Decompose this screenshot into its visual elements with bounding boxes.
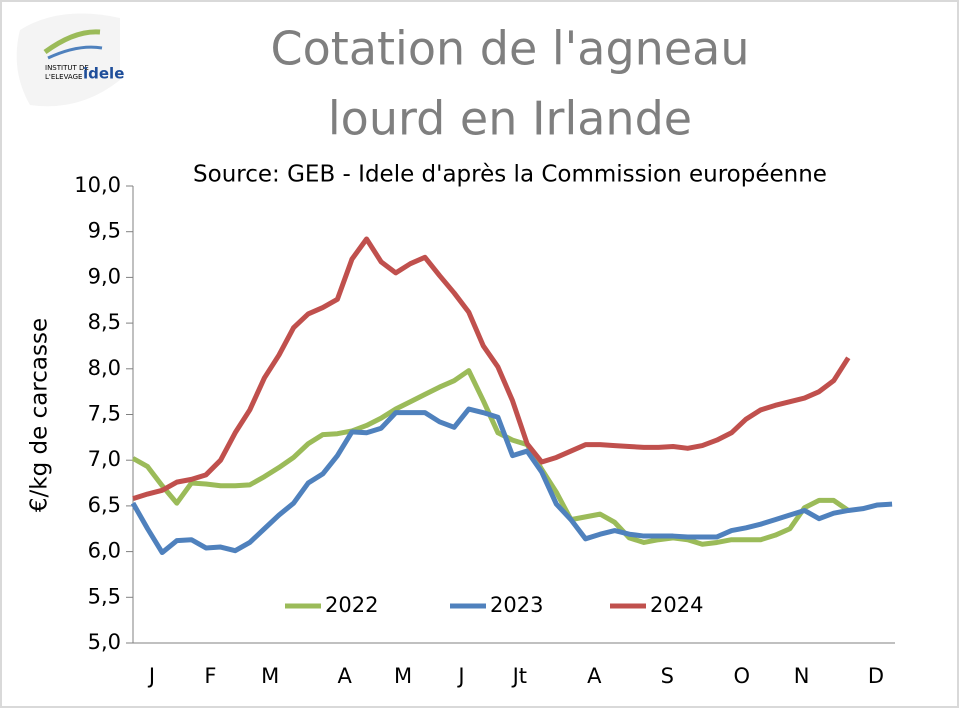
logo-swoosh <box>43 29 101 55</box>
x-tick-label: D <box>868 664 884 688</box>
y-tick-label: 9,5 <box>88 219 121 243</box>
legend-label: 2022 <box>325 593 378 617</box>
logo-text: L'ELEVAGE <box>45 73 82 81</box>
logo: INSTITUT DE L'ELEVAGE idele <box>16 13 124 107</box>
series-line <box>130 406 893 556</box>
chart-subtitle: Source: GEB - Idele d'après la Commissio… <box>193 162 827 188</box>
series-line <box>132 236 851 501</box>
y-tick-label: 7,0 <box>88 447 121 471</box>
x-tick-label: J <box>456 664 464 688</box>
y-axis-label: €/kg de carcasse <box>27 318 53 512</box>
y-tick-label: 6,5 <box>88 493 121 517</box>
y-tick-label: 8,0 <box>88 356 121 380</box>
x-tick-label: A <box>337 664 352 688</box>
y-tick-label: 8,5 <box>88 310 121 334</box>
x-tick-label: J <box>147 664 155 688</box>
y-tick-label: 5,0 <box>88 630 121 654</box>
y-tick-label: 10,0 <box>74 173 121 197</box>
chart-title: lourd en Irlande <box>328 92 692 146</box>
legend-label: 2023 <box>490 593 543 617</box>
x-tick-label: F <box>204 664 216 688</box>
x-tick-label: M <box>261 664 279 688</box>
x-tick-label: O <box>733 664 750 688</box>
x-tick-label: Jt <box>511 664 527 688</box>
x-tick-label: A <box>587 664 602 688</box>
y-tick-label: 7,5 <box>88 402 121 426</box>
logo-swoosh <box>47 45 103 60</box>
chart-title: Cotation de l'agneau <box>271 22 750 76</box>
y-tick-label: 6,0 <box>88 539 121 563</box>
legend-label: 2024 <box>650 593 703 617</box>
x-tick-label: M <box>394 664 412 688</box>
y-tick-label: 5,5 <box>88 584 121 608</box>
x-tick-label: N <box>794 664 810 688</box>
logo-brand: idele <box>83 65 124 83</box>
y-tick-label: 9,0 <box>88 264 121 288</box>
logo-bg <box>16 13 121 107</box>
x-tick-label: S <box>661 664 674 688</box>
logo-text: INSTITUT DE <box>45 64 89 72</box>
